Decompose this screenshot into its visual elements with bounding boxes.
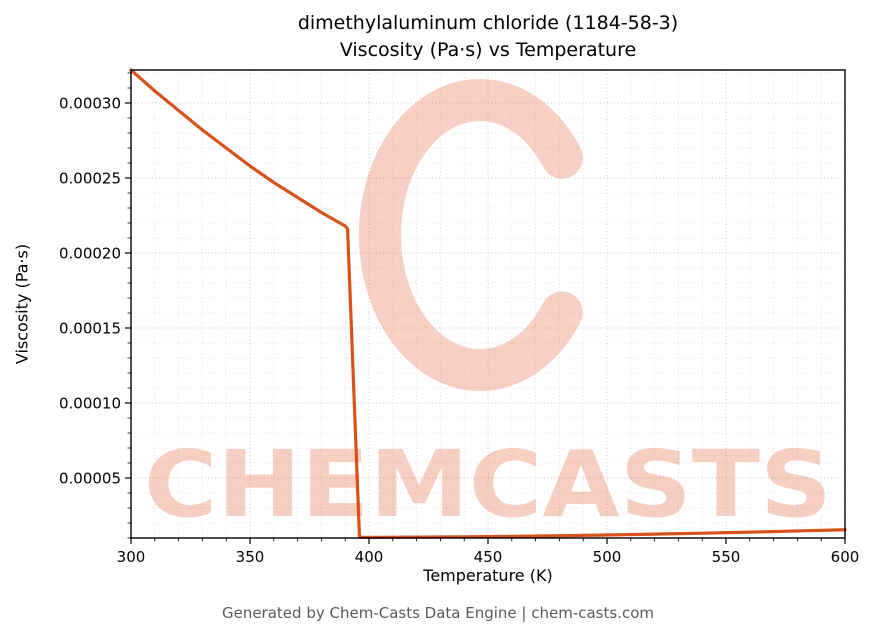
y-axis-label: Viscosity (Pa·s) (12, 243, 32, 365)
viscosity-line-series (129, 68, 847, 540)
chart-title-line2: Viscosity (Pa·s) vs Temperature (339, 39, 637, 61)
y-tick-label: 0.00020 (59, 244, 121, 262)
x-tick-label: 500 (593, 548, 622, 566)
y-tick-label: 0.00030 (59, 94, 121, 112)
y-tick-label: 0.00010 (59, 394, 121, 412)
x-tick-label: 400 (355, 548, 384, 566)
x-tick-label: 300 (117, 548, 146, 566)
x-axis-label: Temperature (K) (423, 566, 553, 585)
footer-attribution: Generated by Chem-Casts Data Engine | ch… (221, 604, 655, 622)
x-tick-label: 600 (831, 548, 860, 566)
chart-title-line1: dimethylaluminum chloride (1184-58-3) (297, 12, 679, 34)
chemcasts-watermark-text: CHEMCASTS (144, 431, 832, 538)
x-tick-label: 450 (474, 548, 503, 566)
x-tick-label: 350 (236, 548, 265, 566)
y-tick-label: 0.00025 (59, 169, 121, 187)
axis-minor-ticks (127, 72, 846, 542)
y-tick-label: 0.00005 (59, 469, 121, 487)
y-tick-label: 0.00015 (59, 319, 121, 337)
chemcasts-c-logo (359, 79, 583, 391)
x-tick-label: 550 (712, 548, 741, 566)
axis-tick-labels: 300 350 400 450 500 550 600 0.00005 0.00010 0.000… (59, 94, 859, 566)
chemcasts-watermark: CHEMCASTS (144, 79, 832, 538)
